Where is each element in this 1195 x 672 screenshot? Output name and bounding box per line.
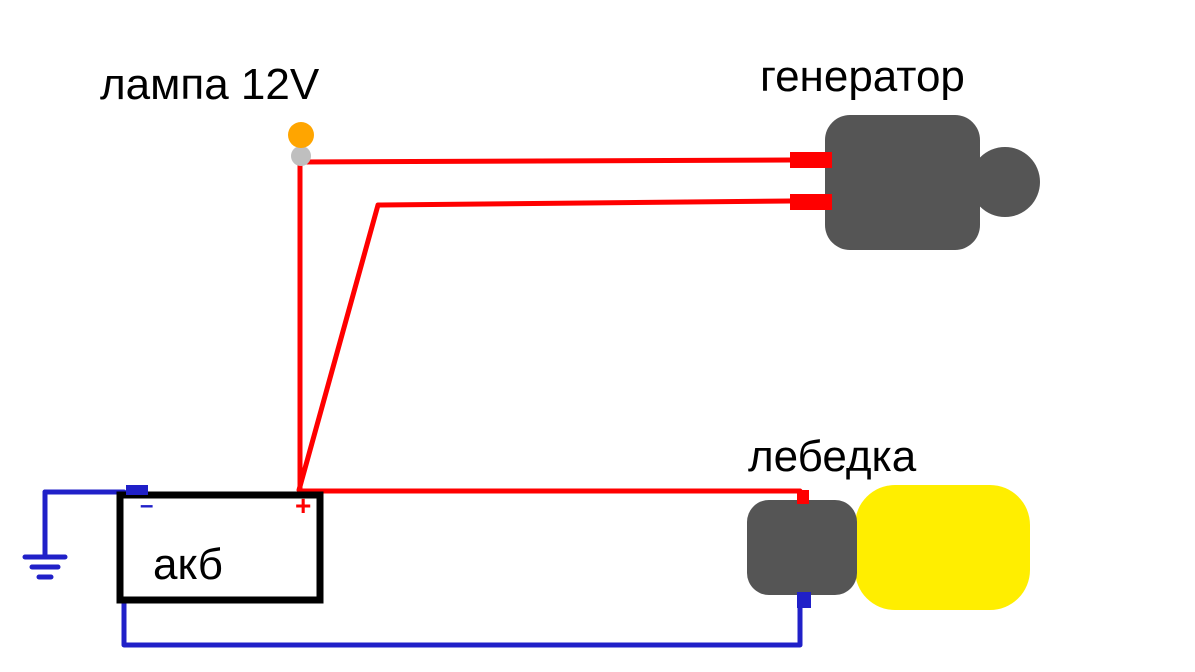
- winch-motor: [747, 500, 857, 595]
- winch-pos-terminal: [797, 490, 809, 504]
- lamp-label: лампа 12V: [100, 60, 319, 110]
- winch-neg-terminal: [797, 592, 811, 608]
- generator-terminal-top: [790, 152, 832, 168]
- battery-plus-symbol: +: [295, 490, 311, 521]
- battery-minus-symbol: –: [140, 492, 153, 519]
- wire-pos-to-gen-bottom: [299, 201, 790, 490]
- winch-label: лебедка: [748, 432, 916, 482]
- wire-neg-to-winch: [124, 600, 800, 645]
- winch-drum: [855, 485, 1030, 610]
- diagram-stage: + – лампа 12V генератор лебедка акб: [0, 0, 1195, 672]
- lamp-base: [291, 146, 311, 166]
- generator-terminal-bottom: [790, 194, 832, 210]
- generator-label: генератор: [760, 52, 965, 102]
- lamp-bulb: [288, 122, 314, 148]
- battery-label: акб: [153, 540, 223, 590]
- wire-pos-to-gen-top: [301, 160, 790, 162]
- generator-body: [825, 115, 980, 250]
